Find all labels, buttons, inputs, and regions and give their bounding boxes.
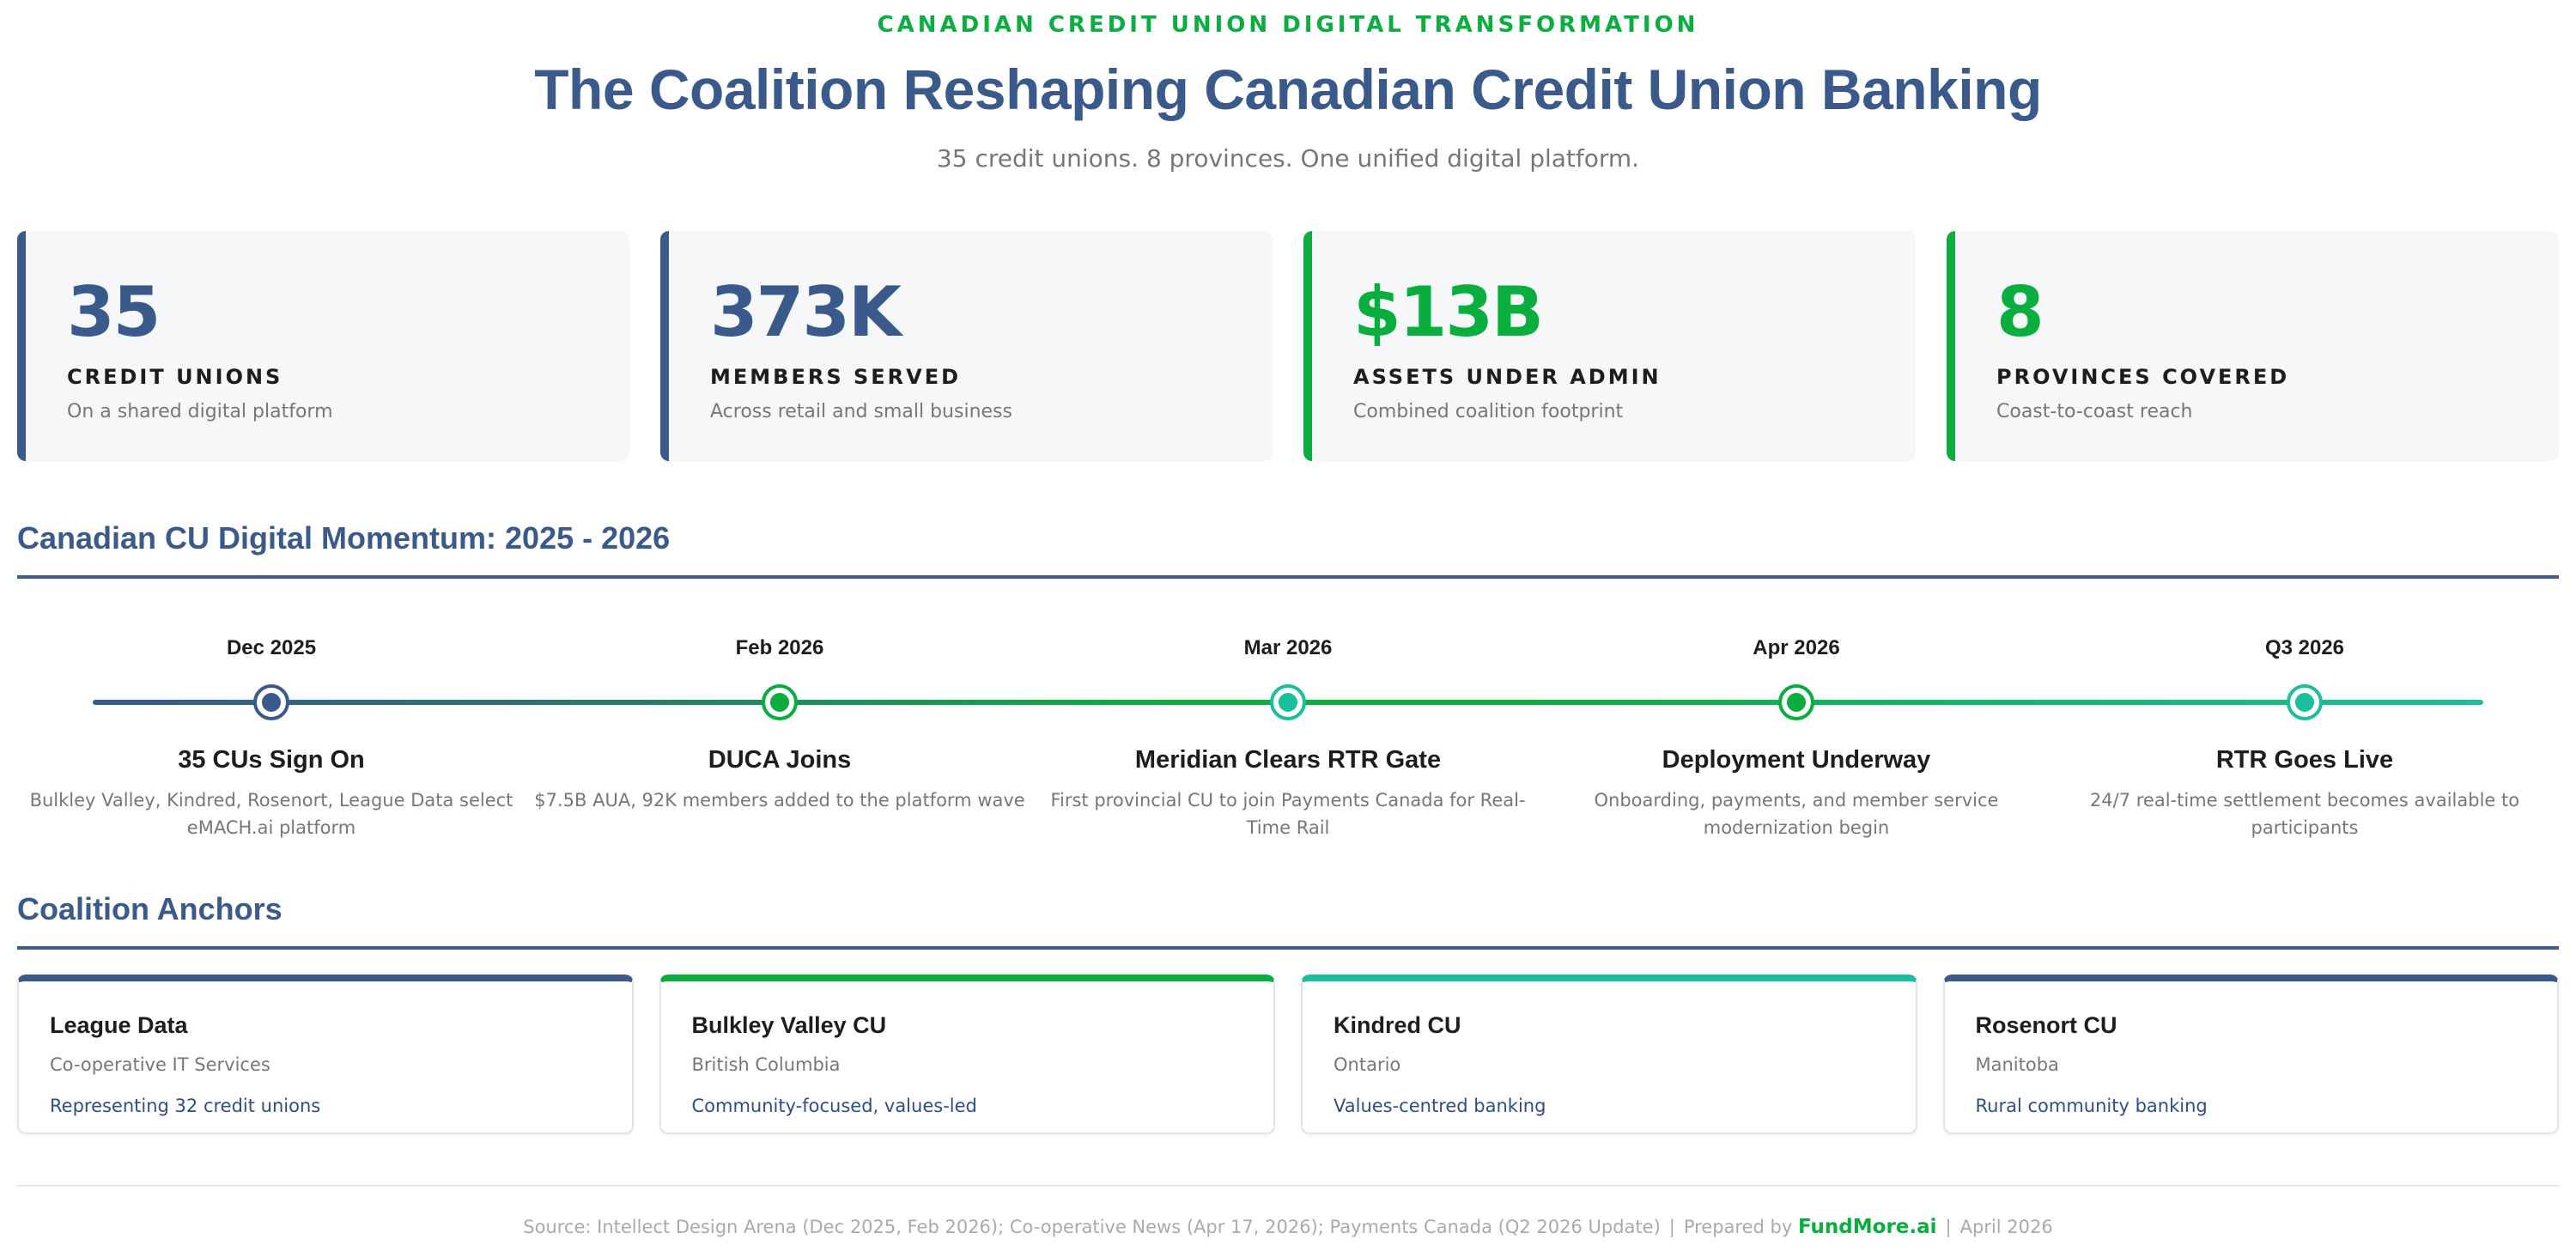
footer-divider	[17, 1185, 2559, 1187]
anchor-cards: League Data Co-operative IT Services Rep…	[17, 975, 2559, 1134]
eyebrow-label: CANADIAN CREDIT UNION DIGITAL TRANSFORMA…	[877, 12, 1699, 38]
stat-value: 35	[67, 272, 161, 352]
anchor-name: Kindred CU	[1334, 1012, 1461, 1038]
stat-card-members: 373K MEMBERS SERVED Across retail and sm…	[660, 231, 1273, 461]
stat-label: PROVINCES COVERED	[1996, 365, 2290, 389]
anchor-note: Values-centred banking	[1334, 1096, 1546, 1116]
timeline-date: Dec 2025	[226, 636, 317, 659]
timeline-desc: 24/7 real-time settlement becomes availa…	[2089, 790, 2520, 838]
anchor-note: Rural community banking	[1975, 1096, 2208, 1116]
timeline-desc: $7.5B AUA, 92K members added to the plat…	[534, 790, 1025, 811]
stat-desc: Coast-to-coast reach	[1996, 401, 2193, 422]
timeline-item: Feb 2026 DUCA Joins $7.5B AUA, 92K membe…	[522, 635, 1037, 814]
timeline-title: RTR Goes Live	[2215, 746, 2394, 774]
milestone-dot-icon	[762, 684, 798, 720]
footer-date: April 2026	[1959, 1217, 2053, 1237]
timeline-date: Q3 2026	[2264, 636, 2345, 659]
stat-value: 373K	[710, 272, 902, 352]
timeline-item: Dec 2025 35 CUs Sign On Bulkley Valley, …	[14, 635, 529, 841]
milestone-dot-icon	[253, 684, 289, 720]
stat-value: $13B	[1353, 272, 1544, 352]
stat-label: CREDIT UNIONS	[67, 365, 283, 389]
anchor-card-league-data: League Data Co-operative IT Services Rep…	[17, 975, 634, 1134]
milestone-dot-icon	[2287, 684, 2323, 720]
timeline-desc: First provincial CU to join Payments Can…	[1050, 790, 1526, 838]
anchor-note: Representing 32 credit unions	[50, 1096, 321, 1116]
stat-label: MEMBERS SERVED	[710, 365, 962, 389]
stat-desc: Across retail and small business	[710, 401, 1012, 422]
stat-desc: On a shared digital platform	[67, 401, 333, 422]
anchor-name: Rosenort CU	[1975, 1012, 2117, 1038]
footer-separator: |	[1945, 1217, 1952, 1237]
page-title: The Coalition Reshaping Canadian Credit …	[534, 58, 2042, 121]
anchor-card-bulkley-valley: Bulkley Valley CU British Columbia Commu…	[659, 975, 1275, 1134]
timeline: Dec 2025 35 CUs Sign On Bulkley Valley, …	[17, 635, 2559, 841]
anchor-region: Manitoba	[1975, 1054, 2059, 1075]
stat-value: 8	[1996, 272, 2044, 352]
timeline-heading: Canadian CU Digital Momentum: 2025 - 202…	[17, 520, 2559, 579]
timeline-date: Mar 2026	[1243, 636, 1333, 659]
footer: Source: Intellect Design Arena (Dec 2025…	[0, 1216, 2576, 1238]
anchor-region: Ontario	[1334, 1054, 1401, 1075]
stat-desc: Combined coalition footprint	[1353, 401, 1624, 422]
anchor-name: Bulkley Valley CU	[691, 1012, 887, 1038]
timeline-date: Feb 2026	[735, 636, 824, 659]
timeline-item: Apr 2026 Deployment Underway Onboarding,…	[1539, 635, 2054, 841]
timeline-title: Deployment Underway	[1662, 746, 1931, 774]
anchor-region: Co-operative IT Services	[50, 1054, 270, 1075]
anchor-name: League Data	[50, 1012, 188, 1038]
timeline-item: Q3 2026 RTR Goes Live 24/7 real-time set…	[2047, 635, 2562, 841]
footer-source: Source: Intellect Design Arena (Dec 2025…	[523, 1217, 1661, 1237]
anchor-region: British Columbia	[691, 1054, 841, 1075]
stat-card-provinces: 8 PROVINCES COVERED Coast-to-coast reach	[1947, 231, 2559, 461]
timeline-item: Mar 2026 Meridian Clears RTR Gate First …	[1030, 635, 1546, 841]
stat-label: ASSETS UNDER ADMIN	[1353, 365, 1662, 389]
timeline-title: DUCA Joins	[708, 746, 852, 774]
footer-prepared-by: Prepared by	[1683, 1217, 1793, 1237]
stat-cards: 35 CREDIT UNIONS On a shared digital pla…	[17, 231, 2559, 461]
milestone-dot-icon	[1778, 684, 1814, 720]
timeline-date: Apr 2026	[1753, 636, 1840, 659]
brand-logo-text: FundMore.ai	[1797, 1216, 1937, 1238]
milestone-dot-icon	[1270, 684, 1306, 720]
timeline-desc: Onboarding, payments, and member service…	[1594, 790, 1999, 838]
stat-card-assets: $13B ASSETS UNDER ADMIN Combined coaliti…	[1303, 231, 1916, 461]
anchor-card-kindred: Kindred CU Ontario Values-centred bankin…	[1301, 975, 1917, 1134]
timeline-title: 35 CUs Sign On	[178, 746, 365, 774]
anchor-card-rosenort: Rosenort CU Manitoba Rural community ban…	[1942, 975, 2559, 1134]
anchor-note: Community-focused, values-led	[691, 1096, 977, 1116]
anchors-heading: Coalition Anchors	[17, 891, 2559, 950]
footer-separator: |	[1668, 1217, 1675, 1237]
timeline-title: Meridian Clears RTR Gate	[1134, 746, 1442, 774]
timeline-desc: Bulkley Valley, Kindred, Rosenort, Leagu…	[29, 790, 513, 838]
page-subtitle: 35 credit unions. 8 provinces. One unifi…	[936, 144, 1640, 173]
stat-card-credit-unions: 35 CREDIT UNIONS On a shared digital pla…	[17, 231, 629, 461]
